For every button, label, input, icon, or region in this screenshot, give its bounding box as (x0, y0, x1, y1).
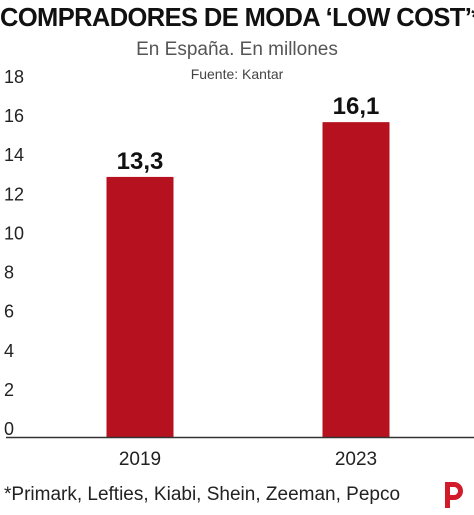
y-tick-label: 8 (4, 263, 14, 283)
y-tick-label: 2 (4, 380, 14, 400)
y-tick-label: 16 (4, 106, 24, 126)
bar-value-label: 16,1 (333, 93, 380, 120)
y-tick-label: 4 (4, 341, 14, 361)
chart-footnote: *Primark, Lefties, Kiabi, Shein, Zeeman,… (4, 484, 401, 505)
x-tick-label: 2019 (119, 449, 161, 470)
bar (322, 122, 390, 438)
y-tick-label: 10 (4, 223, 24, 243)
y-tick-label: 6 (4, 302, 14, 322)
chart-title: COMPRADORES DE MODA ‘LOW COST’* (0, 4, 474, 32)
y-tick-label: 18 (4, 67, 24, 87)
y-tick-label: 12 (4, 184, 24, 204)
y-tick-label: 0 (4, 419, 14, 439)
bar-value-label: 13,3 (117, 148, 164, 175)
bar (106, 176, 174, 437)
x-tick-label: 2023 (335, 449, 377, 470)
bar-chart: 0 2 4 6 8 10 12 14 16 18 13,3 2019 16,1 2023 (4, 67, 474, 470)
y-tick-label: 14 (4, 145, 24, 165)
publication-logo-icon (442, 482, 464, 513)
chart-subtitle: En España. En millones (136, 39, 338, 60)
chart-source: Fuente: Kantar (190, 66, 284, 82)
